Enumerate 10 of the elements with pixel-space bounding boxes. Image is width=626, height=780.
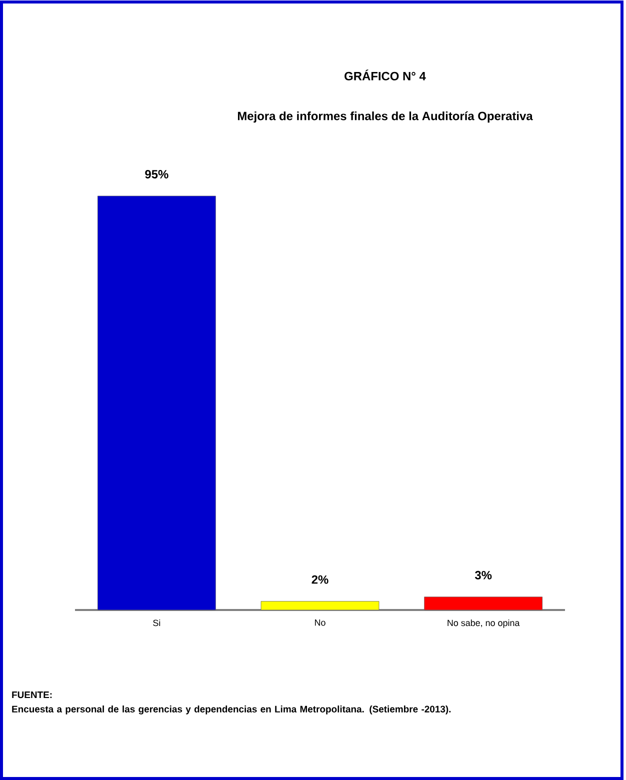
data-label: 2%	[312, 575, 328, 584]
chart-title: GRÁFICO N° 4	[344, 70, 426, 80]
data-label: 3%	[474, 570, 492, 580]
data-label: 95%	[145, 170, 168, 178]
x-tick-label: No	[315, 620, 326, 626]
source-note: FUENTE:	[12, 692, 52, 698]
chart-subtitle: Mejora de informes finales de la Auditoría Operativa	[238, 111, 533, 123]
x-tick-label: Si	[153, 620, 160, 626]
text: Encuesta a personal de las gerencias y dependencias en Lima Metropolitana. (Setiembre -2013).	[12, 706, 451, 714]
x-tick-label: No sabe, no opina	[448, 620, 520, 628]
